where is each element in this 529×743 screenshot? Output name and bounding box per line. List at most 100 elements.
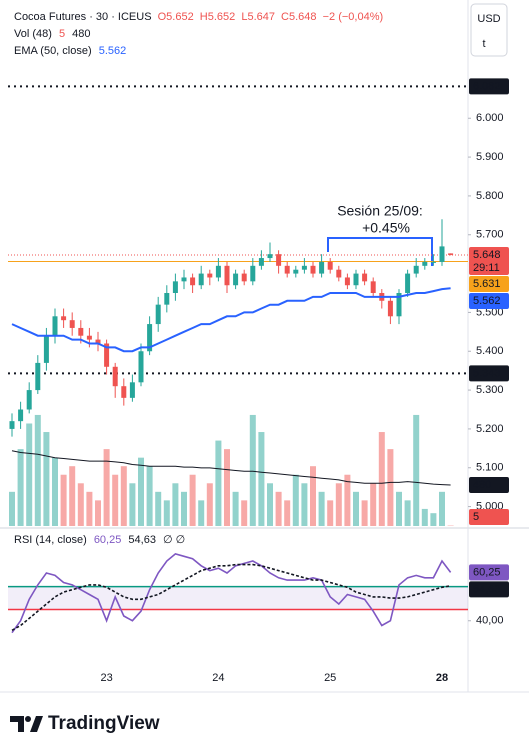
y-tick-label: 5.800 — [476, 190, 504, 202]
header-volume: Vol (48) 5 480 — [14, 28, 91, 40]
candle-body — [310, 265, 316, 274]
ema-label-box — [469, 292, 509, 309]
candle-body — [155, 304, 161, 325]
y-tick-label: 5.300 — [476, 384, 504, 396]
volume-bar — [387, 449, 394, 526]
volume-bar — [327, 500, 334, 526]
volume-bar — [275, 491, 282, 526]
volume-bar — [9, 491, 15, 526]
volume-bar — [163, 500, 170, 526]
volume-bar — [138, 457, 144, 526]
rsi-icons: ∅ ∅ — [163, 534, 185, 546]
rsi-name: RSI (14, close) — [14, 534, 87, 546]
rsi-ma-label-box — [469, 581, 509, 598]
volume-ma-label-box — [469, 476, 509, 493]
last-price-box — [469, 246, 509, 275]
volume-bar — [34, 414, 41, 526]
candle-body — [69, 320, 75, 328]
candle-body — [353, 273, 359, 286]
volume-bar — [103, 449, 110, 526]
candle-body — [413, 265, 419, 274]
level-label-box — [469, 78, 509, 95]
candle-body — [387, 300, 393, 317]
candle-body — [224, 265, 230, 286]
candle-body — [250, 265, 256, 282]
x-tick-label: 28 — [436, 672, 448, 684]
candle-body — [138, 351, 144, 383]
candle-body — [26, 390, 32, 410]
candle-body — [181, 277, 187, 282]
candle-body — [172, 281, 178, 293]
level-label-box — [469, 365, 509, 382]
candle-body — [336, 269, 342, 278]
volume-name: Vol (48) — [14, 28, 52, 40]
ohlc: H5.652 — [200, 11, 235, 23]
x-tick-label: 25 — [324, 672, 336, 684]
volume-bar — [120, 466, 127, 526]
volume-bar — [224, 449, 230, 526]
volume-bar — [421, 508, 428, 526]
candle-body — [439, 246, 445, 262]
rsi-line — [11, 563, 451, 631]
x-tick-label: 23 — [100, 672, 112, 684]
candle-body — [293, 269, 299, 274]
candle-body — [61, 316, 67, 321]
candle-body — [430, 261, 436, 263]
volume-bar — [69, 466, 76, 526]
candle-body — [121, 386, 127, 398]
volume-bar — [318, 491, 325, 526]
candle-body — [147, 324, 153, 352]
rsi-line — [11, 553, 452, 634]
volume-bar — [146, 466, 153, 526]
volume-bar — [258, 432, 265, 526]
rsi-label-box — [469, 564, 509, 581]
candle-body — [112, 366, 118, 387]
y-tick-label: 6.000 — [476, 112, 504, 124]
volume-bar — [95, 500, 101, 526]
candle-body — [396, 293, 402, 317]
volume-bar — [60, 474, 67, 526]
candle-body — [233, 273, 239, 286]
volume-bar — [292, 474, 299, 526]
rsi-label: 60,25 — [473, 566, 501, 578]
candle-body — [95, 339, 101, 344]
candle-body — [78, 327, 84, 336]
volume-bar — [26, 423, 33, 526]
volume-bar — [181, 491, 187, 526]
volume-bar — [404, 500, 411, 526]
y-tick-label: 5.200 — [476, 423, 504, 435]
volume-bar — [52, 457, 58, 526]
candle-body — [35, 362, 41, 391]
volume-label-box — [469, 509, 509, 525]
logo-mark — [30, 716, 43, 732]
candle-body — [9, 421, 15, 429]
candle-body — [276, 254, 282, 266]
candle-body — [104, 343, 110, 367]
candle-body — [327, 261, 333, 270]
level-label: 5.343 — [473, 367, 501, 379]
unit: t — [482, 38, 485, 50]
candle-body — [86, 335, 92, 340]
rsi-ma-label: 54,63 — [473, 583, 501, 595]
volume-bar — [439, 491, 445, 526]
volume-bar — [310, 466, 316, 526]
candle-body — [301, 265, 307, 270]
logo-mark — [10, 716, 24, 732]
volume-bar — [284, 500, 291, 526]
volume-bar — [370, 483, 377, 526]
candle-body — [405, 273, 411, 293]
x-tick-label: 24 — [212, 672, 224, 684]
volume-bar — [77, 483, 84, 526]
ohlc: L5.647 — [241, 11, 275, 23]
y-tick-label: 5.100 — [476, 462, 504, 474]
candle-body — [370, 281, 376, 293]
candle-body — [422, 261, 428, 266]
candle-body — [215, 265, 221, 278]
volume-bar — [189, 474, 196, 526]
candle-body — [448, 253, 454, 255]
volume-bar — [267, 483, 273, 526]
annotation: +0.45% — [362, 220, 410, 236]
currency-box[interactable] — [470, 3, 508, 57]
